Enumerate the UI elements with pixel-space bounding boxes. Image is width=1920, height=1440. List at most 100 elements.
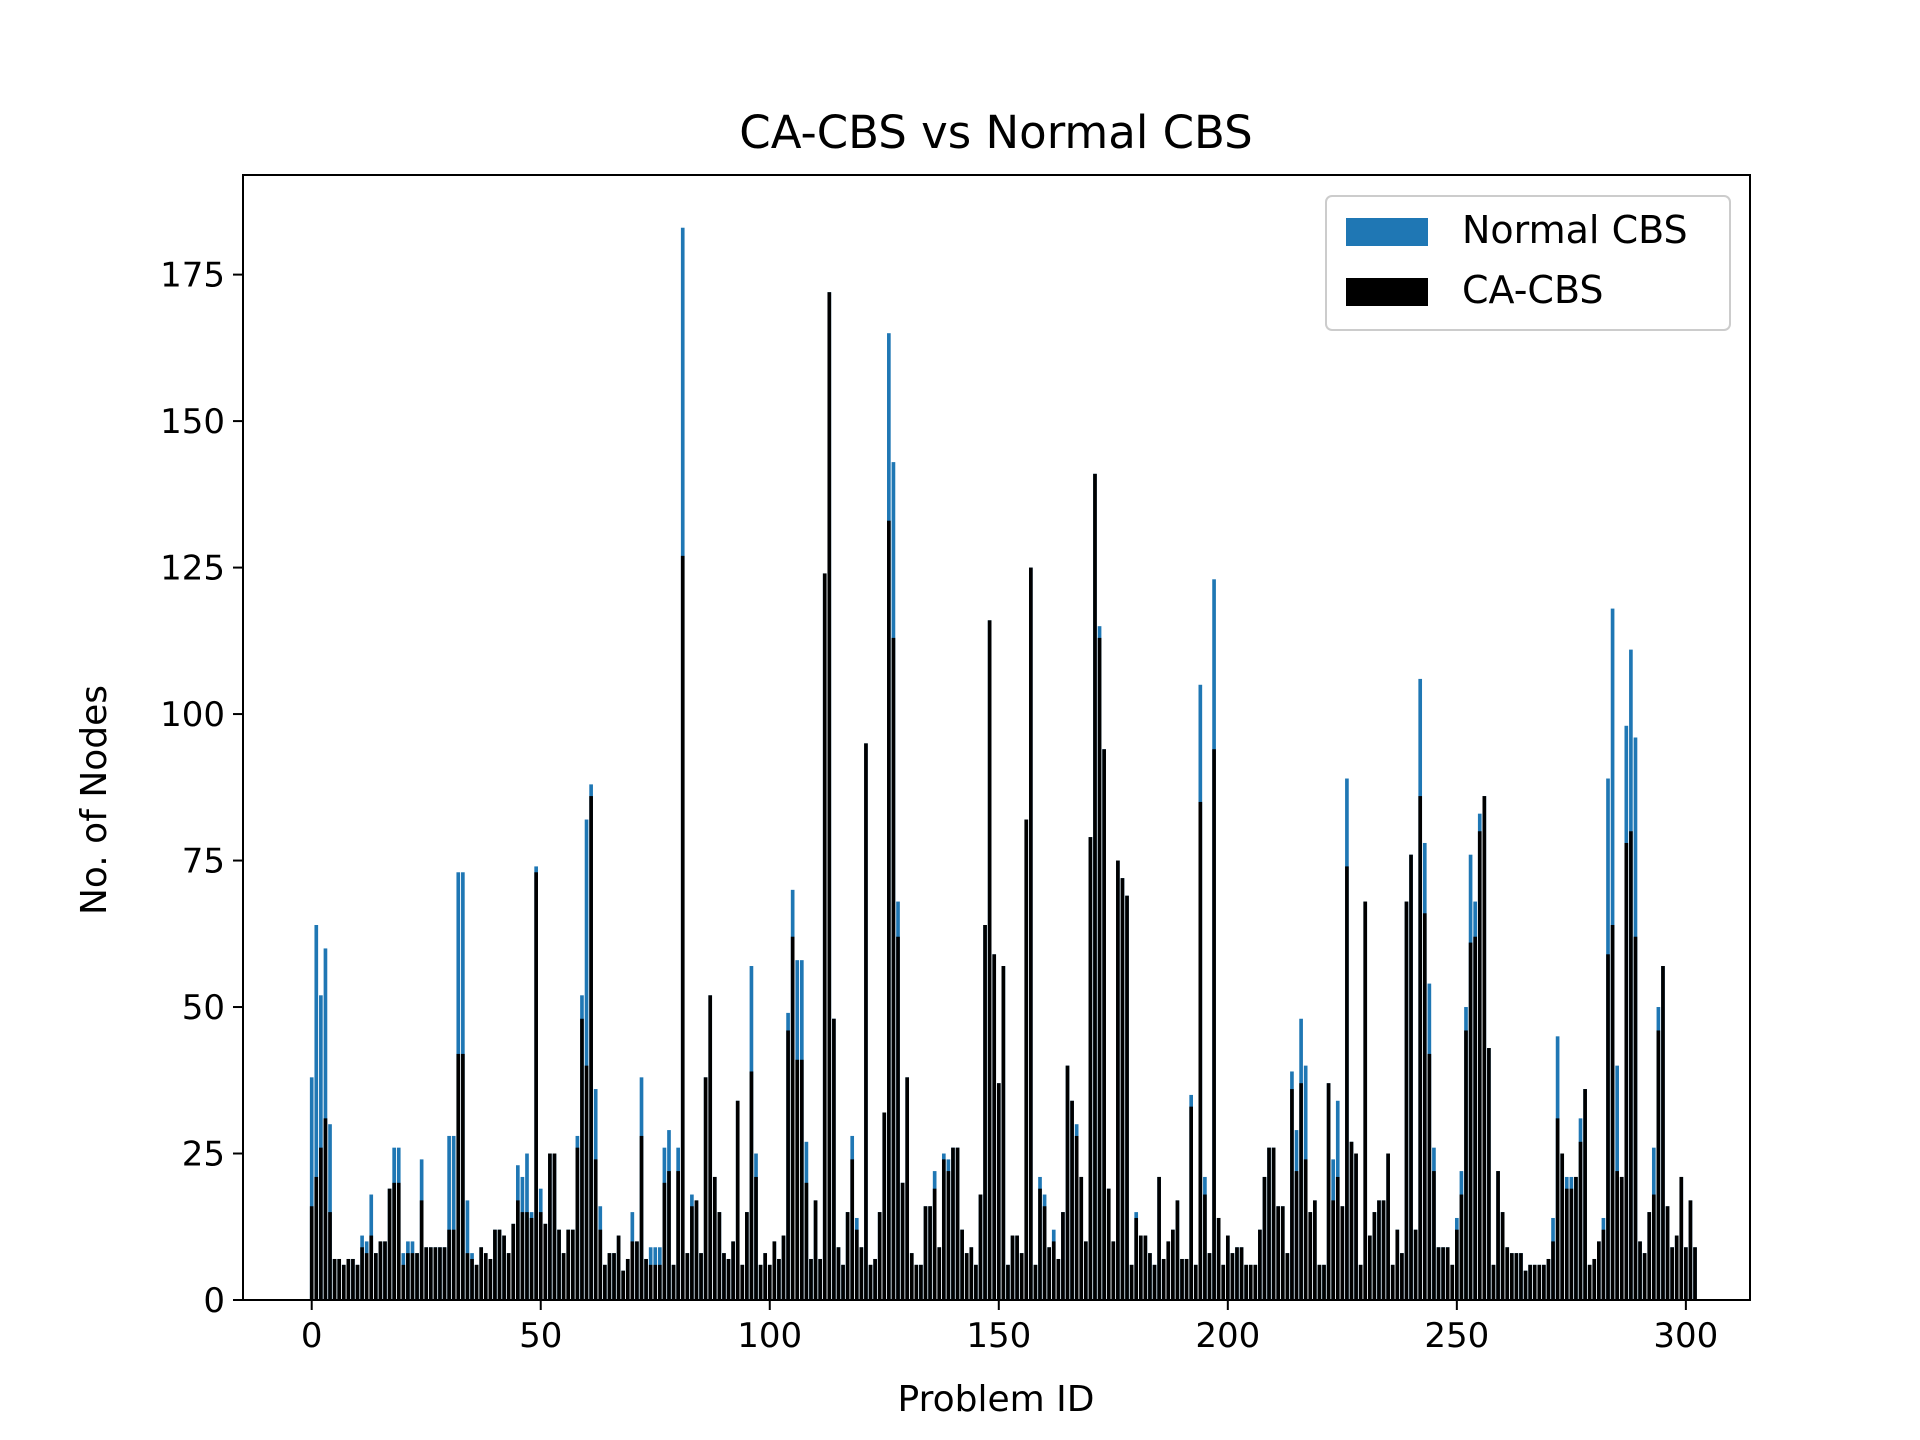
y-tick-label: 75 xyxy=(182,842,225,882)
bar-ca-cbs xyxy=(396,1182,401,1300)
bar-ca-cbs xyxy=(685,1253,690,1301)
bar-ca-cbs xyxy=(1661,966,1665,1300)
bar-ca-cbs xyxy=(309,1206,314,1300)
bar-ca-cbs xyxy=(323,1118,328,1300)
bar-ca-cbs xyxy=(607,1253,612,1301)
bar-ca-cbs xyxy=(1134,1217,1139,1300)
bar-ca-cbs xyxy=(1047,1247,1051,1300)
bar-ca-cbs xyxy=(841,1264,845,1300)
bar-ca-cbs xyxy=(1390,1264,1395,1300)
bar-ca-cbs xyxy=(900,1182,905,1300)
bar-ca-cbs xyxy=(964,1253,969,1301)
bar-ca-cbs xyxy=(1597,1241,1601,1300)
bar-ca-cbs xyxy=(754,1176,758,1300)
bar-ca-cbs xyxy=(648,1264,653,1300)
bar-ca-cbs xyxy=(1061,1212,1065,1300)
bar-ca-cbs xyxy=(319,1147,323,1300)
bar-ca-cbs xyxy=(470,1258,474,1300)
bar-ca-cbs xyxy=(1267,1147,1271,1300)
bar-ca-cbs xyxy=(1006,1264,1010,1300)
bar-ca-cbs xyxy=(1459,1194,1464,1300)
bar-ca-cbs xyxy=(1386,1153,1390,1300)
bar-normal-cbs xyxy=(319,995,323,1300)
bar-ca-cbs xyxy=(758,1264,763,1300)
bar-ca-cbs xyxy=(749,1071,754,1300)
bar-ca-cbs xyxy=(1693,1247,1697,1300)
bar-ca-cbs xyxy=(1322,1264,1326,1300)
bar-ca-cbs xyxy=(493,1229,497,1300)
bar-ca-cbs xyxy=(1276,1206,1281,1300)
bar-ca-cbs xyxy=(864,743,868,1300)
y-tick-label: 125 xyxy=(160,549,225,589)
bar-ca-cbs xyxy=(438,1247,442,1300)
bar-ca-cbs xyxy=(1560,1153,1565,1300)
bar-ca-cbs xyxy=(1024,819,1029,1300)
bar-ca-cbs xyxy=(1638,1241,1642,1300)
bar-ca-cbs xyxy=(1445,1247,1450,1300)
bar-ca-cbs xyxy=(978,1194,983,1300)
y-tick-label: 150 xyxy=(160,402,225,442)
bar-ca-cbs xyxy=(630,1241,635,1300)
bar-normal-cbs xyxy=(465,1200,470,1300)
bar-ca-cbs xyxy=(1248,1264,1253,1300)
bar-ca-cbs xyxy=(1083,1241,1088,1300)
bar-ca-cbs xyxy=(1436,1247,1441,1300)
bar-ca-cbs xyxy=(1244,1264,1248,1300)
bars-group xyxy=(309,227,1697,1301)
bar-ca-cbs xyxy=(1629,831,1633,1300)
bar-ca-cbs xyxy=(1656,1030,1661,1300)
bar-ca-cbs xyxy=(1033,1264,1038,1300)
bar-ca-cbs xyxy=(1519,1253,1523,1301)
bar-ca-cbs xyxy=(1404,901,1409,1300)
bar-ca-cbs xyxy=(786,1030,790,1300)
x-tick-label: 0 xyxy=(301,1316,323,1356)
legend-label-ca-cbs: CA-CBS xyxy=(1462,268,1603,312)
bar-ca-cbs xyxy=(941,1159,946,1301)
bar-ca-cbs xyxy=(1065,1065,1070,1301)
bar-ca-cbs xyxy=(1487,1048,1491,1300)
bar-ca-cbs xyxy=(1422,913,1427,1300)
bar-ca-cbs xyxy=(1258,1229,1262,1300)
bar-ca-cbs xyxy=(644,1258,648,1300)
bar-ca-cbs xyxy=(374,1253,378,1301)
bar-ca-cbs xyxy=(387,1188,392,1300)
bar-ca-cbs xyxy=(1574,1176,1578,1300)
bar-ca-cbs xyxy=(951,1147,955,1300)
bar-ca-cbs xyxy=(667,1171,671,1300)
bar-ca-cbs xyxy=(745,1212,749,1300)
bar-ca-cbs xyxy=(511,1223,516,1300)
bar-ca-cbs xyxy=(859,1247,864,1300)
bar-ca-cbs xyxy=(1152,1264,1157,1300)
bar-ca-cbs xyxy=(332,1258,337,1300)
x-axis-label: Problem ID xyxy=(898,1379,1095,1420)
bar-ca-cbs xyxy=(337,1258,342,1300)
bar-ca-cbs xyxy=(1532,1264,1537,1300)
bar-ca-cbs xyxy=(410,1253,415,1301)
bar-ca-cbs xyxy=(1468,942,1473,1300)
bar-ca-cbs xyxy=(1688,1200,1693,1300)
bar-ca-cbs xyxy=(809,1258,813,1300)
bar-ca-cbs xyxy=(1271,1147,1276,1300)
bar-ca-cbs xyxy=(1331,1200,1335,1300)
bar-ca-cbs xyxy=(328,1212,332,1300)
bar-ca-cbs xyxy=(1651,1194,1656,1300)
bar-ca-cbs xyxy=(1111,1241,1116,1300)
bar-ca-cbs xyxy=(474,1264,479,1300)
bar-ca-cbs xyxy=(1665,1206,1670,1300)
bar-ca-cbs xyxy=(708,995,713,1300)
bar-ca-cbs xyxy=(351,1258,355,1300)
plot-frame xyxy=(242,174,1751,1301)
bar-normal-cbs xyxy=(451,1135,456,1300)
bar-ca-cbs xyxy=(1542,1264,1546,1300)
bar-ca-cbs xyxy=(1212,749,1216,1300)
bar-ca-cbs xyxy=(520,1212,525,1300)
bar-ca-cbs xyxy=(1175,1200,1180,1300)
bar-ca-cbs xyxy=(1427,1053,1432,1300)
x-tick-label: 50 xyxy=(519,1316,562,1356)
bar-ca-cbs xyxy=(1070,1100,1074,1300)
bar-ca-cbs xyxy=(593,1159,598,1301)
bar-ca-cbs xyxy=(383,1241,387,1300)
bar-ca-cbs xyxy=(483,1253,488,1301)
legend-label-normal-cbs: Normal CBS xyxy=(1462,208,1688,252)
bar-ca-cbs xyxy=(868,1264,873,1300)
